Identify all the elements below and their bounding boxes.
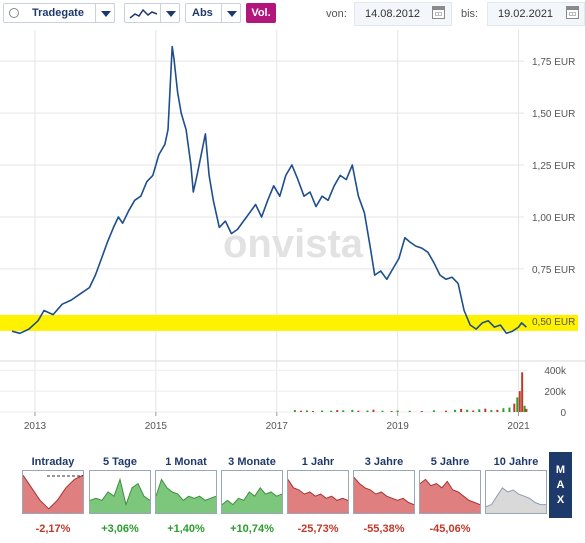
period-sparkline [485, 470, 547, 514]
max-letter: A [556, 478, 565, 491]
clock-icon [9, 8, 19, 18]
volume-bar [312, 410, 315, 412]
period-sparkline [419, 470, 481, 514]
period-change: +10,74% [230, 523, 274, 535]
volume-bar [521, 372, 524, 412]
period-change: -25,73% [297, 523, 339, 535]
watermark: onvista [223, 222, 364, 266]
volume-bar [508, 407, 511, 412]
y-tick-label: 1,50 EUR [532, 109, 575, 120]
toolbar: Tradegate Abs Vol. von: 14.08.2012 bis: … [0, 0, 585, 28]
volume-tick-label: 0 [560, 408, 566, 419]
period-change: +3,06% [101, 523, 139, 535]
max-letter: M [555, 463, 566, 476]
y-tick-label: 1,25 EUR [532, 161, 575, 172]
volume-bar [381, 410, 384, 412]
exchange-select[interactable]: Tradegate [3, 3, 115, 23]
volume-bar [321, 410, 324, 412]
y-tick-label: 0,50 EUR [532, 317, 575, 328]
from-calendar-icon[interactable] [432, 6, 445, 19]
line-chart-icon [129, 8, 158, 19]
period-sparkline [353, 470, 415, 514]
y-tick-label: 1,00 EUR [532, 213, 575, 224]
volume-bar [525, 408, 528, 412]
exchange-dropdown-button[interactable] [95, 3, 115, 23]
period-change: -45,06% [429, 523, 471, 535]
scale-dropdown-button[interactable] [221, 3, 241, 23]
period-label: Intraday [31, 456, 75, 468]
volume-toggle-button[interactable]: Vol. [246, 3, 276, 23]
volume-bar [299, 410, 302, 412]
y-tick-label: 1,75 EUR [532, 57, 575, 68]
volume-bar [408, 410, 411, 412]
period-label: 1 Jahr [301, 456, 335, 468]
volume-bar [366, 410, 369, 412]
volume-bar [460, 408, 463, 412]
volume-bar [523, 405, 526, 412]
volume-bar [396, 410, 399, 412]
period-sparkline [89, 470, 151, 514]
volume-bar [390, 410, 393, 412]
volume-bar [502, 408, 505, 412]
volume-bar [330, 410, 333, 412]
volume-tick-label: 200k [544, 387, 567, 398]
volume-bar [293, 410, 296, 412]
scale-label: Abs [192, 7, 213, 19]
period-sparkline [287, 470, 349, 514]
to-date-value: 19.02.2021 [498, 8, 554, 20]
volume-bar [513, 403, 516, 412]
volume-bar [478, 409, 481, 412]
volume-bar [454, 409, 457, 412]
volume-bar [336, 410, 339, 412]
chart-type-dropdown-button[interactable] [160, 3, 180, 23]
max-letter: X [556, 493, 565, 506]
volume-bar [516, 397, 519, 412]
x-tick-label: 2013 [24, 421, 47, 432]
highlight-band [0, 314, 578, 331]
period-sparkline [221, 470, 283, 514]
x-tick-label: 2019 [387, 421, 410, 432]
period-label: 5 Jahre [430, 456, 470, 468]
volume-bar [342, 410, 345, 412]
volume-bar [357, 410, 360, 412]
period-change: -55,38% [363, 523, 405, 535]
volume-bar [466, 409, 469, 412]
period-change: +1,40% [167, 523, 205, 535]
price-chart[interactable]: onvista 0,50 EUR 0,75 EUR 1,00 EUR 1,25 EUR… [0, 30, 585, 450]
x-tick-label: 2015 [145, 421, 168, 432]
from-label: von: [326, 8, 347, 20]
from-date-value: 14.08.2012 [365, 8, 421, 20]
to-label: bis: [461, 8, 479, 20]
to-calendar-icon[interactable] [566, 6, 579, 19]
price-line [11, 45, 527, 335]
max-period-button[interactable]: M A X [549, 452, 572, 518]
volume-bar [351, 409, 354, 412]
volume-bar [518, 391, 521, 412]
period-sparkline [22, 470, 84, 514]
volume-bar [472, 410, 475, 412]
volume-bar [445, 410, 448, 412]
period-label: 1 Monat [165, 456, 207, 468]
volume-tick-label: 400k [544, 366, 567, 377]
x-tick-label: 2017 [266, 421, 289, 432]
volume-bar [432, 410, 435, 412]
volume-bar [496, 409, 499, 412]
x-tick-label: 2021 [507, 421, 530, 432]
exchange-label: Tradegate [32, 7, 84, 19]
volume-bar [372, 409, 375, 412]
volume-bar [490, 410, 493, 412]
period-sparkline [155, 470, 217, 514]
period-label: 5 Tage [102, 456, 138, 468]
volume-bar [420, 410, 423, 412]
period-label: 3 Jahre [364, 456, 404, 468]
volume-bar [484, 408, 487, 412]
volume-bar [305, 410, 308, 412]
y-tick-label: 0,75 EUR [532, 265, 575, 276]
period-label: 10 Jahre [493, 456, 539, 468]
period-label: 3 Monate [228, 456, 276, 468]
period-panels: Intraday -2,17% 5 Tage +3,06% 1 Monat +1,40% 3… [0, 452, 585, 543]
period-change: -2,17% [35, 523, 71, 535]
